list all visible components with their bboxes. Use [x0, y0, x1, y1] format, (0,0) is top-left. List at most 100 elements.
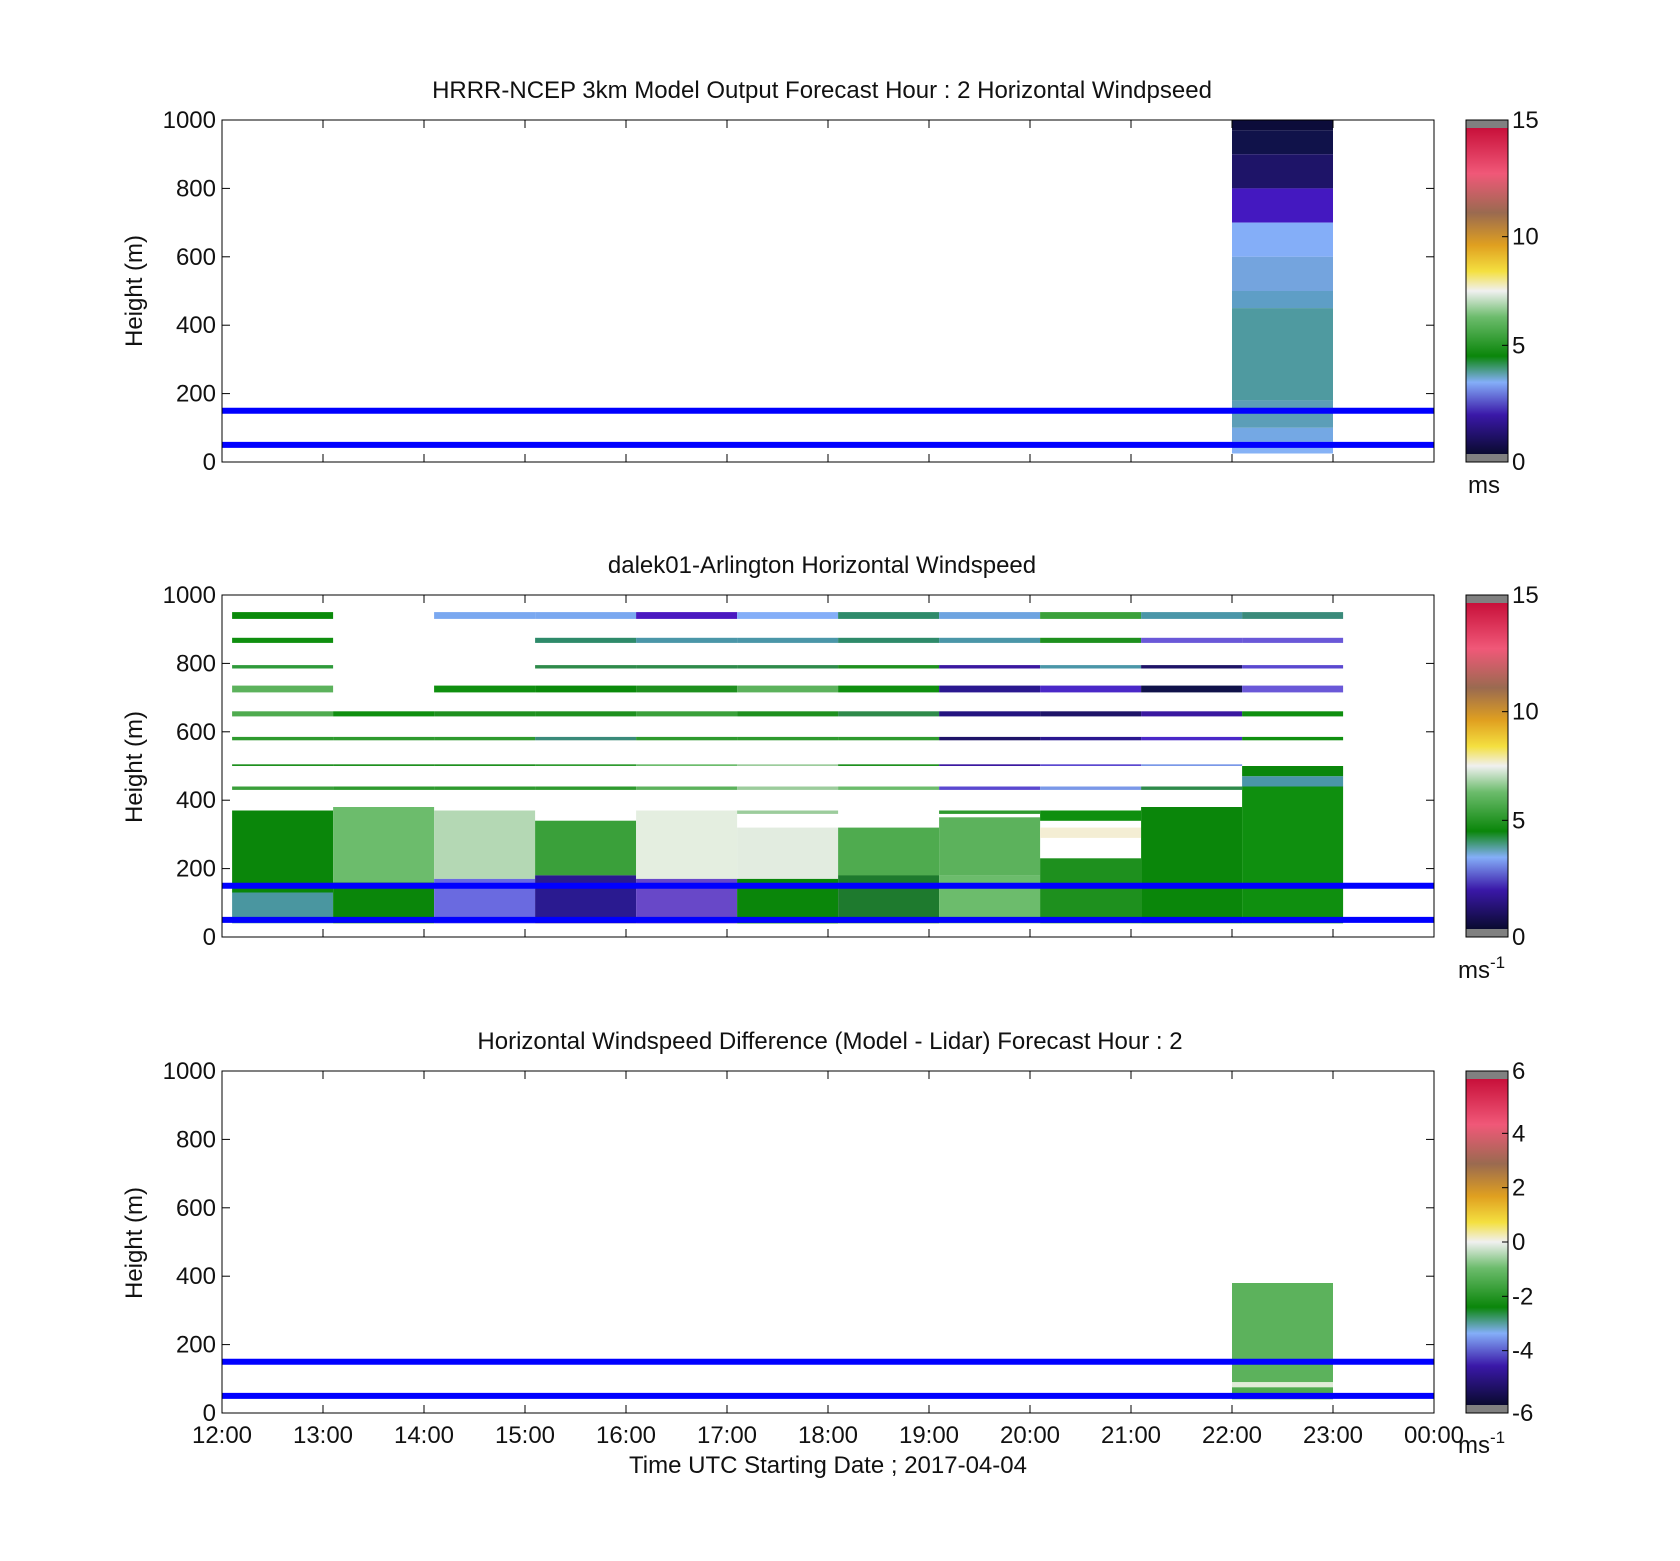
heatmap-cell: [1141, 685, 1243, 693]
heatmap-cell: [737, 764, 839, 766]
heatmap-cell: [535, 764, 637, 766]
colorbar: 0 5 10 15 ms: [1465, 107, 1539, 499]
heatmap-cell: [1232, 400, 1333, 428]
y-tick-label: 800: [176, 175, 216, 202]
heatmap-cell: [1040, 665, 1142, 669]
heatmap-cell: [737, 827, 839, 879]
y-tick-label: 1000: [163, 1058, 216, 1085]
y-tick-label: 400: [176, 1263, 216, 1290]
heatmap-cell: [1040, 858, 1142, 924]
heatmap-cell: [333, 736, 435, 741]
heatmap-cell: [838, 665, 940, 669]
heatmap-cell: [1232, 120, 1333, 131]
colorbar-frame: [1465, 119, 1509, 463]
heatmap-cell: [1242, 786, 1344, 924]
heatmap-cell: [1232, 1382, 1333, 1388]
heatmap-cell: [737, 637, 839, 643]
heatmap-cell: [838, 711, 940, 717]
colorbar-tick-label: 15: [1512, 582, 1539, 609]
x-tick-label: 15:00: [495, 1422, 555, 1449]
heatmap-cell: [535, 711, 637, 717]
colorbar-unit-sup: -1: [1490, 1428, 1505, 1447]
heatmap-cell: [333, 764, 435, 766]
heatmap-cell: [1040, 764, 1142, 766]
heatmap-cell: [1232, 154, 1333, 189]
heatmap-cell: [838, 736, 940, 741]
heatmap-cell: [232, 810, 334, 893]
x-tick-label: 21:00: [1101, 1422, 1161, 1449]
heatmap-cell: [535, 736, 637, 741]
x-tick-label: 19:00: [899, 1422, 959, 1449]
heatmap-cell: [636, 665, 738, 669]
heatmap-cell: [636, 685, 738, 693]
heatmap-cell: [232, 736, 334, 741]
heatmap-cell: [1040, 736, 1142, 741]
heatmap-cell: [232, 711, 334, 717]
colorbar-tick-label: 2: [1512, 1175, 1525, 1202]
y-axis-label: Height (m): [121, 1187, 148, 1299]
heatmap-cells: [232, 612, 1344, 924]
heatmap-cell: [1242, 665, 1344, 669]
x-axis-label: Time UTC Starting Date ; 2017-04-04: [629, 1452, 1027, 1479]
heatmap-cell: [1242, 637, 1344, 643]
panel-title: Horizontal Windspeed Difference (Model -…: [477, 1028, 1182, 1055]
x-tick-label: 17:00: [697, 1422, 757, 1449]
heatmap-cell: [838, 875, 940, 924]
colorbar-gradient: [1466, 603, 1508, 929]
heatmap-cell: [838, 685, 940, 693]
colorbar-top-cap: [1466, 1071, 1508, 1079]
colorbar-tick-label: 0: [1512, 924, 1525, 951]
colorbar-tick-label: 0: [1512, 1229, 1525, 1256]
heatmap-cell: [1141, 786, 1243, 790]
heatmap-cell: [737, 810, 839, 814]
colorbar-unit-sup: -1: [1490, 953, 1505, 972]
heatmap-cell: [434, 786, 536, 790]
colorbar-tick-label: -6: [1512, 1400, 1533, 1427]
heatmap-cell: [1242, 612, 1344, 619]
heatmap-cells: [1232, 1283, 1333, 1400]
x-tick-label: 12:00: [192, 1422, 252, 1449]
y-tick-label: 200: [176, 856, 216, 883]
heatmap-cell: [1141, 612, 1243, 619]
panel-difference: Horizontal Windspeed Difference (Model -…: [121, 1028, 1533, 1459]
colorbar-tick-label: 5: [1512, 807, 1525, 834]
heatmap-cell: [1141, 665, 1243, 669]
heatmap-cell: [1040, 612, 1142, 619]
heatmap-cell: [636, 764, 738, 766]
colorbar-ticks: 0 5 10 15: [1502, 582, 1539, 951]
colorbar-tick-label: 6: [1512, 1058, 1525, 1085]
colorbar-gradient: [1466, 128, 1508, 454]
heatmap-cell: [1232, 1283, 1333, 1383]
heatmap-cell: [939, 817, 1041, 876]
heatmap-cell: [939, 612, 1041, 619]
colorbar-tick-label: 10: [1512, 224, 1539, 251]
heatmap-cell: [535, 612, 637, 619]
heatmap-cell: [1141, 736, 1243, 741]
colorbar-frame: [1465, 594, 1509, 938]
heatmap-cell: [1232, 130, 1333, 155]
heatmap-cell: [535, 685, 637, 693]
heatmap-cell: [1040, 711, 1142, 717]
heatmap-cell: [434, 764, 536, 766]
heatmap-cell: [333, 711, 435, 717]
heatmap-cell: [939, 786, 1041, 790]
heatmap-cell: [838, 764, 940, 766]
y-axis-label: Height (m): [121, 235, 148, 347]
colorbar-top-cap: [1466, 595, 1508, 603]
x-tick-label: 23:00: [1303, 1422, 1363, 1449]
heatmap-cell: [434, 612, 536, 619]
heatmap-cell: [1141, 637, 1243, 643]
heatmap-cell: [939, 810, 1041, 814]
heatmap-cell: [1040, 810, 1142, 821]
panel-model-output: HRRR-NCEP 3km Model Output Forecast Hour…: [121, 77, 1539, 499]
heatmap-cell: [1232, 188, 1333, 223]
colorbar-gradient: [1466, 1079, 1508, 1405]
colorbar-ticks: -6 -4 -2 0 2 4 6: [1502, 1058, 1533, 1427]
heatmap-cell: [636, 612, 738, 619]
heatmap-cell: [1141, 764, 1243, 766]
panel-title: HRRR-NCEP 3km Model Output Forecast Hour…: [432, 77, 1212, 104]
heatmap-cell: [838, 827, 940, 876]
colorbar-bottom-cap: [1466, 454, 1508, 462]
colorbar-tick-label: -4: [1512, 1338, 1533, 1365]
heatmap-cell: [939, 637, 1041, 643]
